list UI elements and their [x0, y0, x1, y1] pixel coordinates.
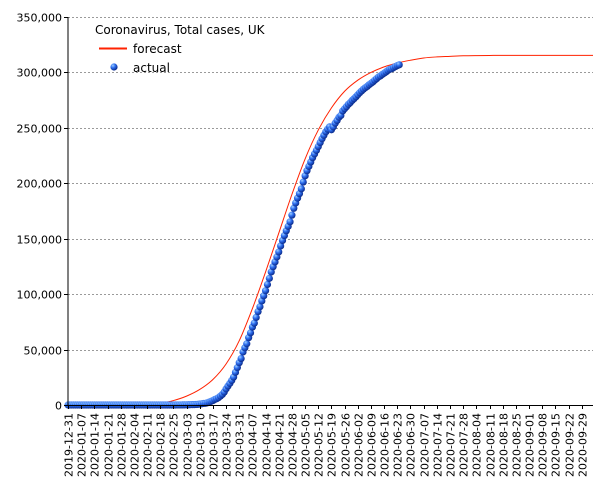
x-tick-label: 2020-05-12	[313, 413, 326, 477]
forecast-series	[67, 54, 593, 406]
actual-point	[256, 303, 264, 311]
x-tick-label: 2020-09-01	[524, 413, 537, 477]
y-tick-label: 200,000	[17, 178, 63, 191]
y-tick-label: 150,000	[17, 234, 63, 247]
y-tick-label: 100,000	[17, 289, 63, 302]
x-tick-label: 2020-04-14	[261, 413, 274, 477]
x-tick-label: 2020-09-29	[577, 413, 590, 477]
actual-point	[395, 61, 403, 69]
grid-lines	[68, 17, 593, 351]
forecast-line	[67, 54, 593, 406]
chart-title: Coronavirus, Total cases, UK	[95, 23, 266, 37]
x-tick-label: 2020-02-11	[142, 413, 155, 477]
x-tick-label: 2020-08-25	[511, 413, 524, 477]
y-ticks: 0 50,000 100,000 150,000 200,000 250,000 300,0…	[17, 12, 68, 413]
actual-point	[263, 280, 272, 289]
actual-point	[277, 242, 285, 250]
y-tick-label: 0	[55, 400, 62, 413]
x-tick-label: 2020-03-17	[208, 413, 221, 477]
x-tick-label: 2020-04-28	[287, 413, 300, 477]
x-tick-label: 2020-03-31	[234, 413, 247, 477]
y-tick-label: 250,000	[17, 123, 63, 136]
actual-series	[64, 61, 403, 409]
x-tick-label: 2020-06-30	[405, 413, 418, 477]
x-tick-label: 2020-06-23	[392, 413, 405, 477]
x-tick-label: 2020-05-05	[300, 413, 313, 477]
legend: Coronavirus, Total cases, UK forecast ac…	[95, 23, 266, 75]
legend-actual-label: actual	[133, 61, 170, 75]
x-tick-label: 2020-06-09	[366, 413, 379, 477]
actual-point	[237, 354, 245, 363]
x-tick-label: 2020-09-08	[537, 413, 550, 477]
actual-point	[250, 319, 258, 327]
x-tick-label: 2020-04-07	[247, 413, 260, 477]
actual-point	[275, 248, 283, 256]
x-tick-label: 2020-03-24	[221, 413, 234, 477]
axes	[67, 17, 593, 406]
x-tick-label: 2020-06-02	[353, 413, 366, 477]
legend-forecast-label: forecast	[133, 42, 182, 56]
x-tick-label: 2020-03-10	[195, 413, 208, 477]
x-tick-label: 2020-01-21	[103, 413, 116, 477]
actual-point	[246, 329, 255, 337]
actual-point	[288, 211, 296, 219]
x-tick-label: 2020-07-07	[419, 413, 432, 477]
x-tick-label: 2020-09-15	[550, 413, 563, 477]
legend-actual-swatch	[110, 63, 118, 71]
x-tick-label: 2020-08-11	[485, 413, 498, 477]
x-tick-label: 2020-01-14	[89, 413, 102, 477]
x-tick-label: 2020-01-28	[116, 413, 129, 477]
x-tick-label: 2020-02-18	[155, 413, 168, 477]
actual-point	[286, 218, 294, 226]
x-tick-label: 2020-02-25	[168, 413, 181, 477]
x-tick-label: 2020-09-22	[564, 413, 577, 477]
x-tick-label: 2019-12-31	[63, 413, 76, 477]
x-tick-label: 2020-05-19	[326, 413, 339, 477]
y-tick-label: 50,000	[24, 345, 63, 358]
x-tick-label: 2020-02-04	[129, 413, 142, 477]
x-tick-label: 2020-01-07	[76, 413, 89, 477]
actual-point	[265, 274, 273, 282]
x-tick-label: 2020-07-14	[432, 413, 445, 477]
y-tick-label: 350,000	[17, 12, 63, 25]
x-tick-label: 2020-04-21	[274, 413, 287, 477]
y-tick-label: 300,000	[17, 67, 63, 80]
actual-point	[297, 185, 305, 193]
actual-point	[243, 340, 251, 348]
x-tick-label: 2020-07-28	[458, 413, 471, 477]
x-tick-label: 2020-05-26	[340, 413, 353, 477]
x-tick-label: 2020-08-18	[498, 413, 511, 477]
actual-point	[299, 178, 307, 186]
x-tick-label: 2020-06-16	[379, 413, 392, 477]
x-tick-label: 2020-07-21	[445, 413, 458, 477]
actual-point	[252, 313, 260, 322]
x-tick-label: 2020-08-04	[471, 413, 484, 477]
x-ticks: 2019-12-31 2020-01-07 2020-01-14 2020-01-21…	[63, 405, 590, 477]
x-tick-label: 2020-03-03	[182, 413, 195, 477]
actual-point	[261, 287, 270, 295]
